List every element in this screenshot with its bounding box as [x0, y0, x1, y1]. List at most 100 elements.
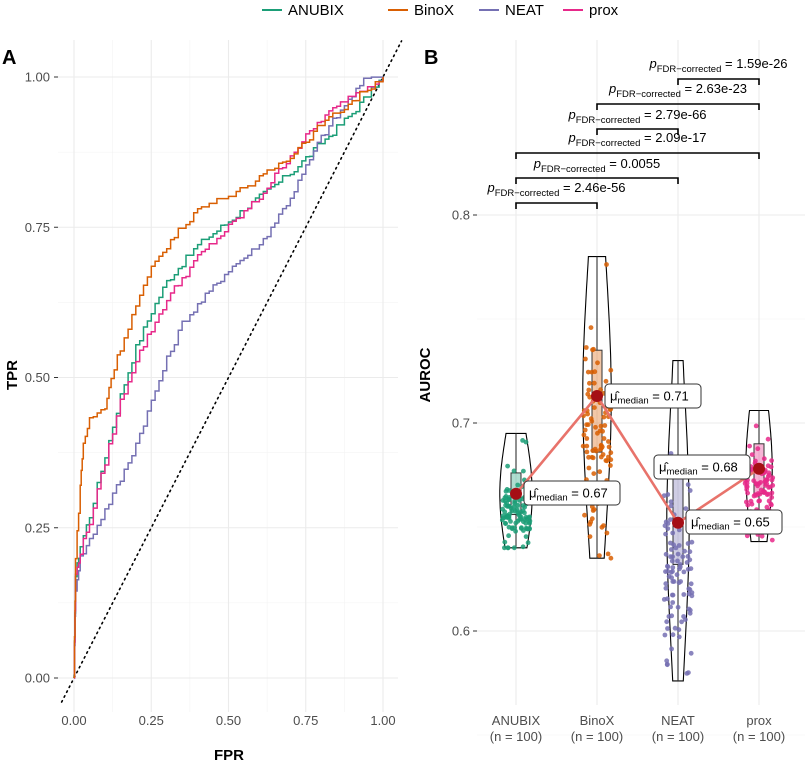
comparison-anubix-prox: pFDR−corrected = 2.09e-17: [515, 130, 760, 159]
comparison-p-value: = 2.79e-66: [640, 107, 706, 122]
data-point: [586, 454, 591, 460]
data-point: [598, 454, 604, 460]
comparison-p-subscript: FDR−corrected: [616, 89, 681, 100]
data-point: [683, 617, 688, 622]
data-point: [686, 606, 692, 612]
data-point: [664, 619, 670, 625]
data-point: [583, 345, 589, 350]
data-point: [586, 465, 592, 471]
data-point: [757, 498, 762, 504]
data-point: [766, 498, 772, 504]
data-point: [676, 543, 682, 548]
legend-label: prox: [589, 2, 619, 19]
data-point: [523, 520, 529, 526]
data-point: [601, 414, 607, 420]
data-point: [589, 516, 595, 522]
data-point: [668, 499, 674, 505]
data-point: [683, 506, 689, 511]
y-tick-label: 0.50: [25, 370, 50, 385]
panel-b-y-title: AUROC: [417, 347, 434, 402]
data-point: [682, 548, 687, 554]
median-value: = 0.71: [649, 389, 689, 404]
median-point-binox: [591, 390, 603, 402]
data-point: [503, 515, 509, 520]
legend: ANUBIX BinoX NEAT prox: [262, 2, 619, 19]
data-point: [669, 646, 674, 652]
data-point: [593, 424, 598, 430]
comparison-bracket: [515, 177, 679, 184]
panel-b-median-line: [510, 390, 765, 529]
data-point: [662, 632, 668, 638]
data-point: [500, 498, 506, 503]
data-point: [689, 539, 695, 545]
data-point: [586, 387, 592, 393]
data-point: [675, 551, 681, 557]
data-point: [608, 463, 613, 468]
data-point: [597, 553, 602, 558]
violin-anubix: [499, 432, 533, 549]
comparison-neat-prox: pFDR−corrected = 1.59e-26: [648, 56, 788, 85]
data-point: [675, 604, 681, 610]
data-point: [661, 597, 667, 602]
data-point: [668, 604, 673, 610]
data-point: [590, 347, 595, 353]
data-point: [765, 436, 771, 442]
median-label-text: μ̂median = 0.67: [529, 486, 608, 504]
x-tick-sample-size: (n = 100): [490, 729, 542, 744]
data-point: [688, 650, 694, 656]
data-point: [759, 533, 765, 539]
data-point: [686, 591, 692, 597]
data-point: [669, 558, 675, 564]
legend-entry-binox: BinoX: [388, 2, 454, 19]
median-value: = 0.67: [568, 486, 608, 501]
data-point: [522, 504, 527, 510]
data-point: [608, 457, 614, 463]
data-point: [584, 449, 590, 455]
data-point: [588, 325, 594, 330]
panel-b-median-labels: μ̂median = 0.67μ̂median = 0.71μ̂median =…: [523, 383, 783, 535]
data-point: [521, 468, 526, 474]
data-point: [499, 517, 505, 523]
comparison-p-subscript: FDR−corrected: [495, 188, 560, 199]
data-point: [587, 394, 593, 400]
data-point: [511, 545, 517, 551]
data-point: [592, 405, 597, 410]
median-label-binox: μ̂median = 0.71: [604, 383, 702, 409]
median-subscript: median: [667, 467, 698, 478]
data-point: [685, 541, 691, 546]
data-point: [518, 514, 524, 520]
data-point: [687, 488, 693, 493]
y-tick-label: 0.8: [452, 208, 470, 223]
median-label-text: μ̂median = 0.71: [610, 389, 689, 407]
data-point: [670, 565, 676, 570]
data-point: [665, 492, 671, 497]
median-label-box: [523, 480, 621, 506]
legend-label: BinoX: [414, 2, 454, 19]
data-point: [749, 452, 755, 457]
y-tick-label: 0.7: [452, 416, 470, 431]
panel-a-label: A: [2, 47, 16, 69]
data-point: [684, 671, 690, 676]
data-point: [680, 554, 686, 560]
data-point: [504, 487, 510, 492]
data-point: [519, 525, 524, 531]
data-point: [679, 619, 684, 625]
x-tick-label: ANUBIX: [492, 713, 541, 728]
data-point: [767, 484, 773, 490]
median-label-box: [685, 509, 783, 535]
data-point: [764, 477, 770, 482]
data-point: [506, 497, 512, 502]
panel-b-label: B: [424, 47, 438, 69]
panel-a-gridlines: [58, 40, 398, 712]
data-point: [523, 439, 529, 445]
panel-a-roc: A 0.00 0.00 0.25 0.25 0.50 0.50 0.75 0.75 1.00 1.…: [2, 40, 403, 763]
data-point: [582, 512, 587, 518]
roc-curve-binox: [73, 77, 384, 679]
comparison-p-subscript: FDR−corrected: [576, 115, 641, 126]
legend-entry-anubix: ANUBIX: [262, 2, 344, 19]
comparison-p-symbol: p: [533, 156, 541, 171]
data-point: [669, 547, 674, 552]
data-point: [601, 523, 606, 528]
